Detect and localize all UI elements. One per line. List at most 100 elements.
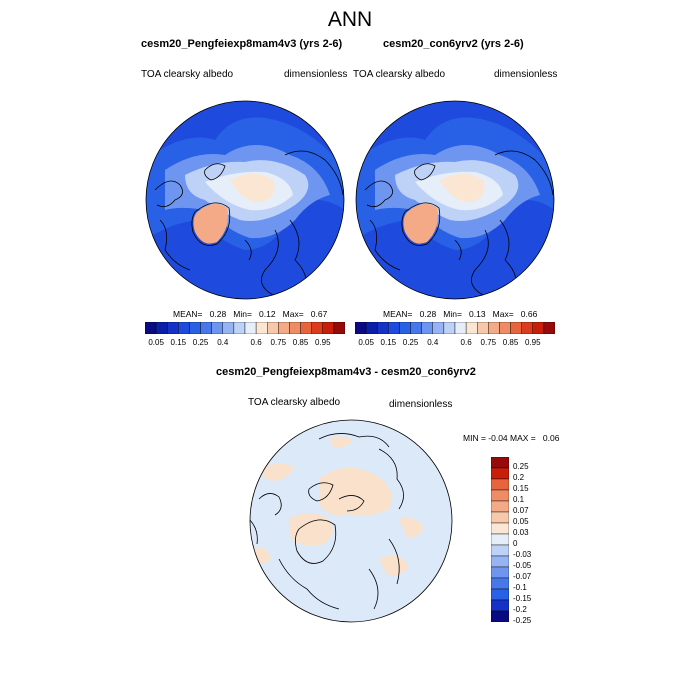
colorbar-swatch (491, 533, 509, 546)
mean-label: MEAN= (383, 309, 413, 319)
diff-positive-field (254, 547, 271, 564)
max-label: MAX = (510, 433, 536, 443)
mean-value: 0.28 (419, 309, 437, 319)
min-label: Min= (443, 309, 462, 319)
colorbar-tick-label: 0.05 (148, 338, 164, 347)
colorbar-tick-label: 0.07 (513, 506, 529, 515)
colorbar-swatch (421, 322, 433, 334)
colorbar-swatch (491, 610, 509, 622)
colorbar-tick-label: 0.75 (480, 338, 497, 347)
panel-2-colorbar: 0.05 0.15 0.25 0.4 0.6 0.75 0.85 0.95 (355, 322, 555, 352)
min-label: Min= (233, 309, 252, 319)
colorbar-swatch (432, 322, 445, 334)
diff-background-field (250, 420, 452, 622)
colorbar-swatch (233, 322, 246, 334)
diff-positive-field (329, 436, 353, 448)
diff-polar-map (249, 419, 453, 623)
colorbar-swatch (333, 322, 345, 334)
diff-panel-stats: MIN = -0.04 MAX = 0.06 (463, 433, 559, 443)
colorbar-swatch (167, 322, 179, 334)
colorbar-swatch (521, 322, 533, 334)
colorbar-swatch (155, 322, 168, 334)
colorbar-swatch (200, 322, 212, 334)
colorbar-swatch (311, 322, 323, 334)
colorbar-swatch (289, 322, 301, 334)
colorbar-swatch (267, 322, 279, 334)
colorbar-tick-label: 0.03 (513, 528, 529, 537)
min-value: 0.12 (259, 309, 276, 319)
panel-1-colorbar: 0.05 0.15 0.25 0.4 0.6 0.75 0.85 0.95 (145, 322, 345, 352)
colorbar-tick-label: -0.05 (513, 561, 532, 570)
colorbar-tick-label: -0.1 (513, 583, 527, 592)
colorbar-swatch (477, 322, 489, 334)
coastlines (364, 150, 554, 296)
colorbar-swatch (454, 322, 467, 334)
colorbar-swatch (399, 322, 411, 334)
diff-colorbar: 0.25 0.2 0.15 0.1 0.07 0.05 0.03 0 -0.03 -0.05 -0.… (491, 457, 551, 627)
panel-2-stats: MEAN= 0.28 Min= 0.13 Max= 0.66 (383, 309, 537, 319)
colorbar-swatch (410, 322, 422, 334)
colorbar-tick-label: 0.85 (502, 338, 519, 347)
colorbar-tick-label: 0.05 (513, 517, 529, 526)
colorbar-tick-label: 0.05 (358, 338, 374, 347)
colorbar-swatch (322, 322, 335, 334)
colorbar-swatch (365, 322, 378, 334)
diff-panel-title: cesm20_Pengfeiexp8mam4v3 - cesm20_con6yr… (216, 366, 476, 378)
diff-positive-field (289, 513, 333, 546)
diff-panel-variable: TOA clearsky albedo (248, 397, 341, 408)
colorbar-swatch (443, 322, 456, 334)
coastlines (154, 150, 344, 296)
colorbar-tick-label: 0.1 (513, 495, 525, 504)
colorbar-swatch (491, 500, 509, 513)
mean-label: MEAN= (173, 309, 203, 319)
colorbar-swatch (377, 322, 389, 334)
max-value: 0.66 (520, 309, 538, 319)
map-boundary (249, 419, 453, 623)
colorbar-tick-label: 0.2 (513, 473, 525, 482)
diff-positive-field (319, 467, 392, 516)
diff-positive-field (379, 555, 409, 576)
colorbar-swatch (491, 467, 509, 480)
colorbar-swatch (491, 489, 509, 502)
colorbar-tick-label: 0.15 (513, 484, 529, 493)
colorbar-swatch (211, 322, 223, 334)
colorbar-swatch (244, 322, 257, 334)
colorbar-tick-label: -0.15 (513, 594, 532, 603)
panel-1-colorbar-swatches (145, 322, 345, 334)
colorbar-tick-label: 0.15 (380, 338, 397, 347)
panel-2-variable: TOA clearsky albedo (353, 69, 446, 80)
colorbar-tick-label: 0.95 (524, 338, 541, 347)
colorbar-tick-label: 0.95 (314, 338, 331, 347)
colorbar-swatch (510, 322, 522, 334)
colorbar-swatch (491, 522, 509, 535)
panel-2-units: dimensionless (494, 69, 558, 80)
coastlines (250, 433, 404, 610)
colorbar-tick-label: 0 (513, 539, 518, 548)
colorbar-swatch (488, 322, 500, 334)
max-label: Max= (282, 309, 304, 319)
colorbar-swatch (543, 322, 555, 334)
diff-positive-field (259, 463, 294, 481)
colorbar-tick-label: 0.75 (270, 338, 287, 347)
colorbar-tick-label: -0.07 (513, 572, 532, 581)
diff-colorbar-swatches (491, 457, 509, 622)
colorbar-swatch (189, 322, 201, 334)
diff-panel-units: dimensionless (389, 399, 453, 410)
colorbar-tick-label: 0.6 (460, 338, 472, 347)
colorbar-tick-label: 0.25 (192, 338, 209, 347)
colorbar-swatch (255, 322, 268, 334)
arctic-ice-field (440, 174, 485, 203)
greenland-field (403, 203, 438, 244)
max-value: 0.67 (310, 309, 328, 319)
colorbar-swatch (145, 322, 157, 334)
greenland-field (193, 203, 228, 244)
colorbar-swatch (491, 577, 509, 590)
mean-value: 0.28 (209, 309, 227, 319)
max-label: Max= (492, 309, 514, 319)
colorbar-swatch (532, 322, 545, 334)
colorbar-tick-label: 0.15 (170, 338, 187, 347)
panel-1-variable: TOA clearsky albedo (141, 69, 234, 80)
figure-title: ANN (327, 8, 373, 31)
min-value: 0.13 (469, 309, 486, 319)
colorbar-swatch (491, 511, 509, 524)
